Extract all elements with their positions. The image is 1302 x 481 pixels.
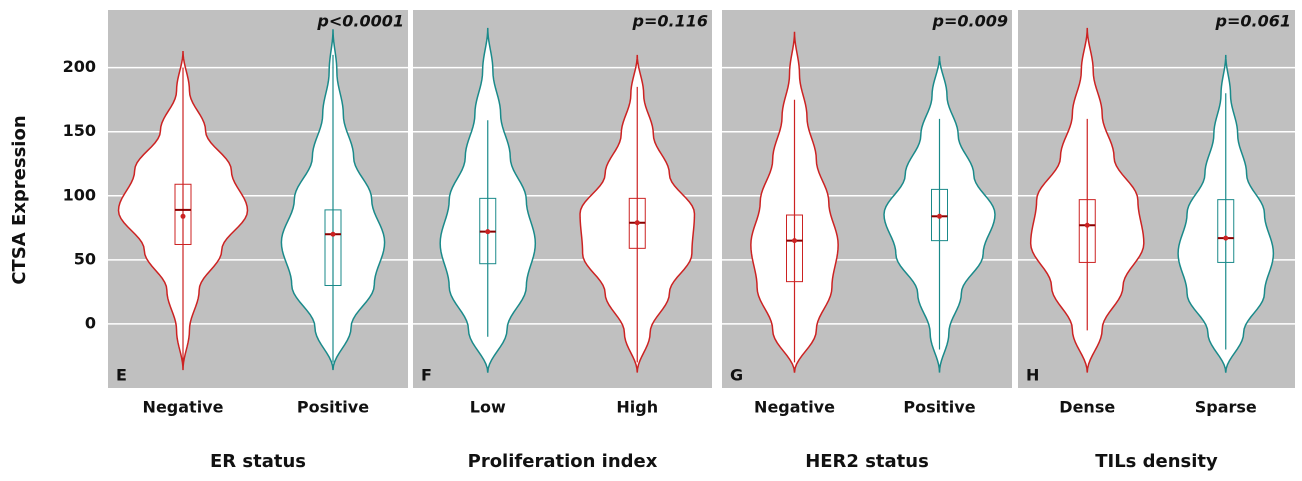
x-axis-label: Proliferation index xyxy=(468,451,658,472)
mean-dot xyxy=(330,231,336,237)
y-tick-label: 200 xyxy=(63,57,96,76)
x-tick-label: Positive xyxy=(903,398,975,417)
box xyxy=(786,214,803,283)
mean-dot xyxy=(485,229,491,235)
panel-letter: E xyxy=(116,366,127,385)
x-tick-label: Dense xyxy=(1059,398,1115,417)
x-tick-label: Negative xyxy=(754,398,835,417)
p-value: p=0.116 xyxy=(632,12,708,31)
y-axis-label: CTSA Expression xyxy=(9,115,30,284)
panel-letter: H xyxy=(1026,366,1039,385)
y-tick-label: 0 xyxy=(85,313,96,332)
y-tick-label: 150 xyxy=(63,121,96,140)
x-axis-label: ER status xyxy=(210,451,306,472)
x-tick-label: Positive xyxy=(297,398,369,417)
x-tick-label: Negative xyxy=(143,398,224,417)
box xyxy=(931,188,948,242)
mean-dot xyxy=(1223,235,1229,241)
p-value: p=0.009 xyxy=(932,12,1008,31)
x-axis-label: TILs density xyxy=(1095,451,1218,472)
mean-dot xyxy=(1084,222,1090,228)
x-tick-label: Sparse xyxy=(1195,398,1257,417)
panel-letter: F xyxy=(421,366,432,385)
y-tick-label: 50 xyxy=(74,249,96,268)
p-value: p<0.0001 xyxy=(316,12,404,31)
box xyxy=(324,209,342,286)
mean-dot xyxy=(634,220,640,226)
p-value: p=0.061 xyxy=(1215,12,1291,31)
mean-dot xyxy=(937,213,942,219)
box xyxy=(1217,199,1235,263)
mean-dot xyxy=(180,213,186,219)
x-tick-label: Low xyxy=(470,398,506,417)
box xyxy=(1078,199,1096,263)
x-axis-label: HER2 status xyxy=(805,451,929,472)
panel-letter: G xyxy=(730,366,743,385)
box xyxy=(174,183,192,245)
y-tick-label: 100 xyxy=(63,185,96,204)
mean-dot xyxy=(792,238,797,244)
x-tick-label: High xyxy=(616,398,658,417)
